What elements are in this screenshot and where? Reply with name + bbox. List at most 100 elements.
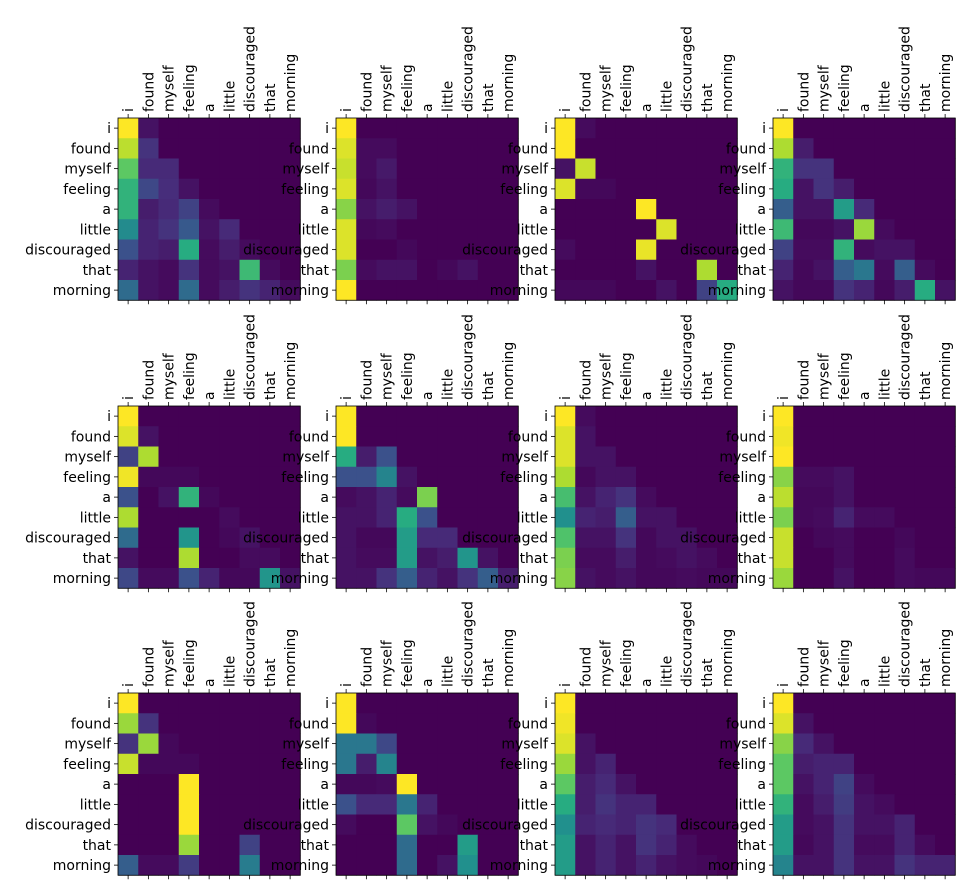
heatmap-cell	[813, 568, 835, 589]
heatmap-cell	[595, 118, 617, 139]
y-tick-label: a	[102, 777, 111, 793]
heatmap-cell	[280, 426, 301, 447]
heatmap-cell	[636, 753, 657, 775]
y-tick-label: feeling	[718, 757, 766, 773]
heatmap-cell	[636, 834, 657, 856]
y-tick-label: discouraged	[25, 818, 111, 834]
heatmap-cell	[138, 693, 159, 714]
x-tick-label: that	[700, 371, 716, 400]
heatmap-cell	[854, 199, 875, 220]
heatmap-cell	[833, 814, 855, 836]
heatmap-cell	[696, 834, 718, 856]
heatmap-cell	[219, 547, 240, 569]
y-tick-label: feeling	[500, 757, 548, 773]
heatmap-cell	[656, 466, 677, 488]
heatmap-cell	[935, 426, 956, 447]
heatmap-cell	[457, 158, 479, 180]
heatmap-cell	[336, 199, 357, 220]
y-tick-label: myself	[64, 737, 112, 753]
heatmap-cell	[793, 446, 814, 468]
heatmap-cell	[457, 178, 479, 200]
heatmap-cell	[793, 178, 814, 200]
heatmap-panel-3: i found myself feeling a little discouraged tha…	[462, 26, 738, 305]
heatmap-cell	[773, 487, 794, 508]
heatmap-cell	[615, 466, 637, 488]
heatmap-cell	[676, 199, 698, 220]
x-tick-label: myself	[162, 639, 178, 687]
y-tick-label: discouraged	[243, 531, 329, 547]
heatmap-cell	[138, 178, 159, 200]
x-tick-label: found	[578, 360, 594, 400]
heatmap-cell	[854, 753, 875, 775]
heatmap-cell	[376, 199, 398, 220]
heatmap-cell	[417, 713, 438, 734]
y-tick-label: that	[738, 263, 767, 279]
heatmap-cell	[555, 239, 576, 261]
x-tick-label: i	[121, 683, 137, 687]
heatmap-cell	[158, 855, 180, 876]
heatmap-cell	[178, 426, 200, 447]
heatmap-cell	[935, 855, 956, 876]
heatmap-cell	[595, 219, 617, 240]
x-tick-label: morning	[501, 342, 517, 400]
heatmap-cell	[437, 834, 458, 856]
heatmap-cell	[914, 426, 936, 447]
heatmap-cell	[239, 239, 261, 261]
heatmap-cell	[874, 280, 895, 301]
heatmap-cell	[813, 138, 835, 159]
heatmap-cell	[575, 199, 596, 220]
heatmap-cell	[457, 794, 479, 815]
heatmap-cell	[259, 406, 281, 427]
y-tick-label: myself	[501, 450, 549, 466]
heatmap-cell	[356, 199, 377, 220]
heatmap-cell	[595, 814, 617, 836]
x-tick-label: found	[796, 647, 812, 687]
heatmap-cell	[833, 446, 855, 468]
heatmap-cell	[280, 753, 301, 775]
heatmap-cell	[199, 487, 220, 508]
heatmap-cell	[437, 855, 458, 876]
heatmap-cell	[575, 527, 596, 549]
y-tick-label: i	[762, 121, 766, 137]
heatmap-cell	[656, 527, 677, 549]
heatmap-cell	[874, 158, 895, 180]
heatmap-cell	[914, 713, 936, 734]
heatmap-cell	[854, 693, 875, 714]
heatmap-cell	[498, 199, 519, 220]
heatmap-cell	[773, 259, 794, 281]
heatmap-cell	[935, 753, 956, 775]
heatmap-cell	[199, 814, 220, 836]
heatmap-cell	[477, 834, 499, 856]
y-tick-label: morning	[490, 571, 548, 587]
heatmap-cell	[219, 199, 240, 220]
heatmap-cell	[417, 426, 438, 447]
heatmap-cell	[259, 693, 281, 714]
heatmap-cell	[356, 178, 377, 200]
heatmap-cell	[259, 568, 281, 589]
heatmap-cell	[477, 507, 499, 528]
heatmap-cell	[773, 158, 794, 180]
heatmap-cell	[696, 138, 718, 159]
heatmap-cell	[437, 239, 458, 261]
heatmap-cell	[396, 753, 418, 775]
heatmap-cell	[935, 259, 956, 281]
y-tick-label: that	[520, 551, 549, 567]
heatmap-cell	[595, 280, 617, 301]
heatmap-cell	[118, 527, 139, 549]
heatmap-cell	[615, 507, 637, 528]
heatmap-cell	[178, 693, 200, 714]
x-tick-label: feeling	[400, 639, 416, 687]
heatmap-cell	[239, 118, 261, 139]
x-tick-label: little	[659, 369, 675, 400]
y-tick-label: morning	[708, 283, 766, 299]
heatmap-cell	[914, 693, 936, 714]
heatmap-cell	[138, 219, 159, 240]
heatmap-panel-8: i found myself feeling a little discouraged tha…	[680, 314, 956, 593]
heatmap-cell	[874, 733, 895, 755]
heatmap-cell	[118, 158, 139, 180]
heatmap-cell	[118, 814, 139, 836]
heatmap-cell	[676, 178, 698, 200]
heatmap-cell	[417, 259, 438, 281]
x-tick-label: feeling	[182, 352, 198, 400]
heatmap-cell	[118, 239, 139, 261]
